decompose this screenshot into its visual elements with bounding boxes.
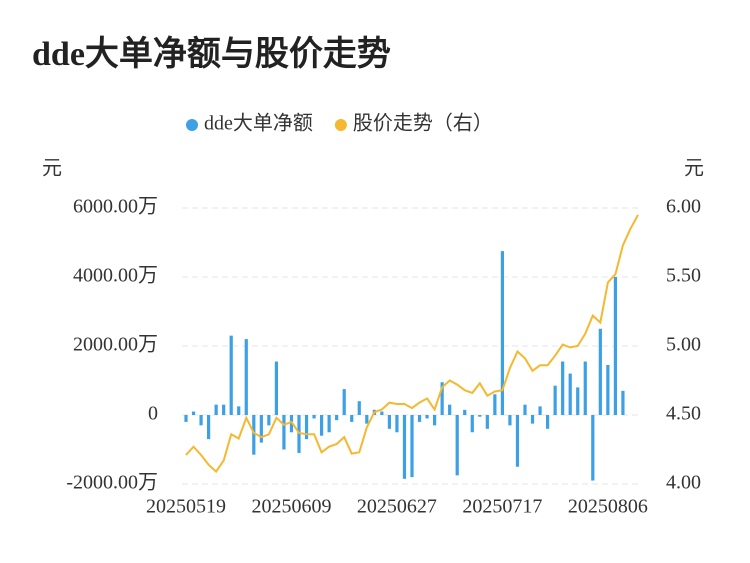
y-tick-label: 2000.00万 <box>73 334 158 356</box>
bar <box>448 404 452 415</box>
bar <box>237 406 241 415</box>
bar <box>523 404 527 415</box>
bar <box>259 415 263 443</box>
legend-label: dde大单净额 <box>204 112 313 135</box>
bar <box>184 415 188 422</box>
bar <box>561 361 565 415</box>
y-tick-label: 4000.00万 <box>73 265 158 287</box>
chart-title: dde大单净额与股价走势 <box>32 35 391 73</box>
bar <box>478 415 482 417</box>
bar <box>417 415 422 422</box>
y2-axis-label: 元 <box>684 158 704 180</box>
bar <box>335 415 339 421</box>
bar <box>433 415 437 426</box>
bar <box>327 415 331 433</box>
price-line <box>185 214 639 474</box>
y-tick-label: 6000.00万 <box>73 196 158 218</box>
bar <box>282 415 286 450</box>
bar <box>583 361 587 415</box>
bar <box>380 411 384 415</box>
y2-tick-label: 6.00 <box>666 196 701 218</box>
bar <box>530 415 535 424</box>
bar <box>387 415 391 429</box>
bar <box>214 404 218 415</box>
legend-marker <box>334 119 347 131</box>
bar <box>297 415 301 453</box>
bar <box>267 415 271 426</box>
bar <box>500 251 504 415</box>
legend-label: 股价走势（右） <box>353 112 493 135</box>
bar <box>357 401 361 415</box>
bar <box>440 382 444 415</box>
y2-tick-label: 5.00 <box>666 334 701 356</box>
bar <box>365 415 369 424</box>
y-tick-label: -2000.00万 <box>66 472 158 494</box>
bar <box>606 364 610 415</box>
bar <box>425 415 429 419</box>
bar <box>274 361 278 415</box>
bar <box>304 415 309 440</box>
bar <box>350 415 354 422</box>
y2-tick-label: 4.00 <box>666 472 701 494</box>
bar <box>591 415 595 481</box>
x-tick-label: 20250627 <box>357 496 437 518</box>
bar <box>515 415 520 467</box>
bar <box>410 415 414 478</box>
bar <box>493 394 497 415</box>
bar <box>199 415 203 426</box>
y-tick-label: 0 <box>148 403 158 425</box>
y-axis-label: 元 <box>42 158 62 180</box>
x-tick-label: 20250717 <box>462 496 542 518</box>
bar <box>244 339 248 415</box>
bar <box>252 415 256 455</box>
bar <box>553 385 557 415</box>
x-tick-label: 20250519 <box>146 496 226 518</box>
bar <box>191 411 196 415</box>
bar <box>312 415 316 419</box>
bar <box>342 389 346 415</box>
y2-tick-label: 4.50 <box>666 403 701 425</box>
bar <box>598 328 602 415</box>
bar <box>222 404 226 415</box>
legend-marker <box>186 119 198 131</box>
bar <box>613 277 617 415</box>
bar <box>576 387 580 415</box>
bar <box>485 415 489 429</box>
bar <box>395 415 399 433</box>
bar <box>229 335 233 415</box>
bar <box>320 415 324 436</box>
bar <box>621 390 625 415</box>
x-tick-label: 20250806 <box>568 496 648 518</box>
bar <box>538 406 542 415</box>
y2-tick-label: 5.50 <box>666 265 701 287</box>
bar <box>455 415 459 476</box>
bar <box>508 415 512 426</box>
bar <box>470 415 474 433</box>
bar <box>546 415 550 429</box>
bar <box>568 373 572 415</box>
bar <box>207 415 211 440</box>
bar <box>463 409 467 415</box>
x-tick-label: 20250609 <box>251 496 331 518</box>
bar <box>402 415 407 479</box>
